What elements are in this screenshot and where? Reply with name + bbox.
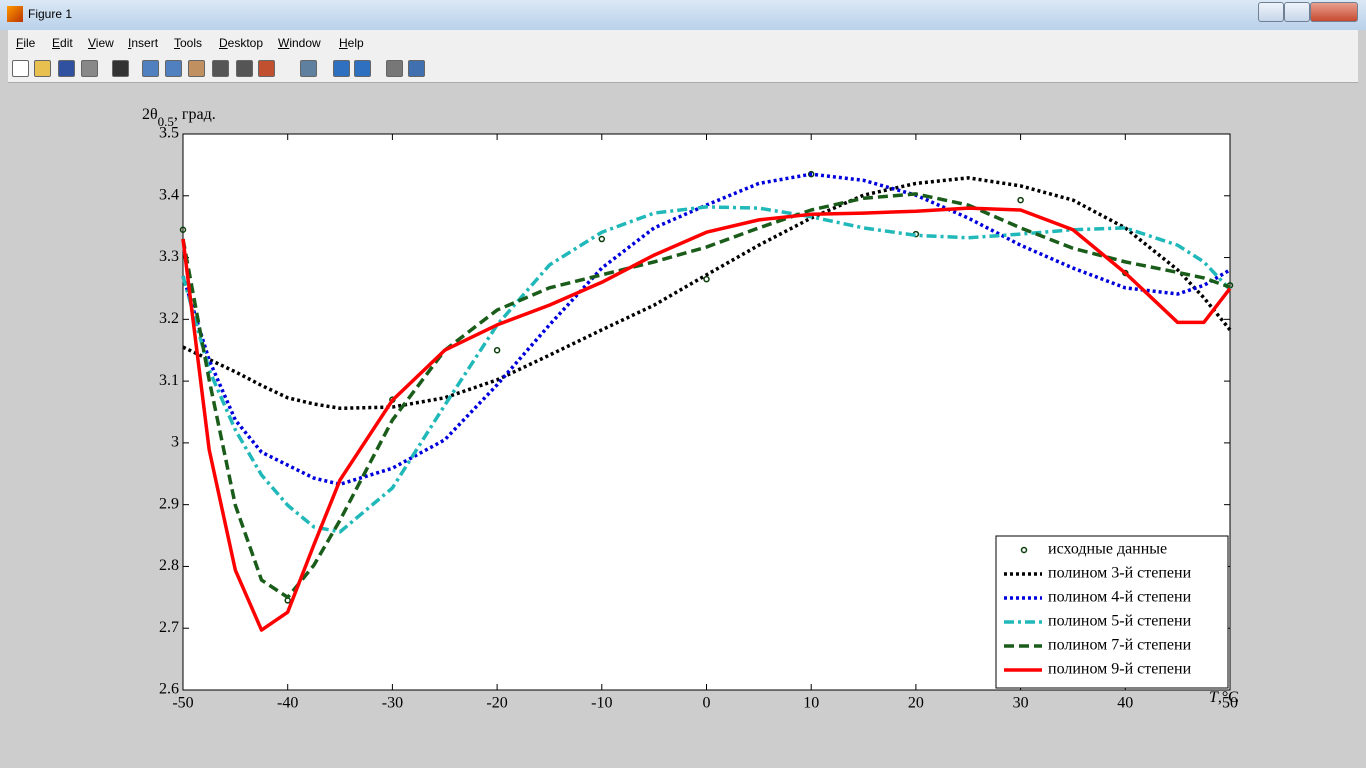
y-axis-label: 2θ0.5, град. [142, 106, 216, 129]
toolbar-button[interactable] [34, 60, 51, 77]
data-point [807, 170, 815, 178]
y-tick-label: 3.4 [159, 186, 179, 203]
menu-item[interactable]: Window [278, 36, 321, 50]
x-tick-label: 40 [1117, 695, 1133, 712]
window-title: Figure 1 [28, 7, 73, 21]
toolbar [8, 55, 1358, 83]
toolbar-button[interactable] [81, 60, 98, 77]
x-label-part: T [1209, 689, 1219, 706]
toolbar-button[interactable] [12, 60, 29, 77]
legend-label: полином 9-й степени [1048, 661, 1192, 678]
curve [181, 172, 1231, 487]
y-tick-label: 2.9 [159, 495, 179, 512]
menu-item[interactable]: Help [339, 36, 364, 50]
toolbar-button[interactable] [188, 60, 205, 77]
data-point [598, 235, 606, 243]
toolbar-button[interactable] [258, 60, 275, 77]
toolbar-button[interactable] [112, 60, 129, 77]
x-tick-label: 30 [1013, 695, 1029, 712]
toolbar-button[interactable] [408, 60, 425, 77]
y-tick-label: 3.2 [159, 310, 179, 327]
app-icon [7, 6, 23, 22]
menu-item[interactable]: Insert [128, 36, 159, 50]
y-label-part: 0.5 [158, 114, 174, 129]
y-tick-label: 3 [171, 434, 179, 451]
toolbar-button[interactable] [142, 60, 159, 77]
menu-item[interactable]: File [16, 36, 36, 50]
curve [181, 205, 1232, 534]
x-tick-label: 20 [908, 695, 924, 712]
toolbar-button[interactable] [165, 60, 182, 77]
menu-bar: File Edit View Insert Tools Desktop Window Help [8, 30, 1358, 55]
menu-item[interactable]: Edit [52, 36, 73, 50]
y-tick-label: 2.8 [159, 557, 179, 574]
x-tick-label: -30 [382, 695, 403, 712]
legend-marker [1020, 546, 1028, 554]
x-axis-label: T,°C [1209, 689, 1239, 706]
x-tick-label: -20 [486, 695, 507, 712]
chart: 2.6 2.7 2.8 2.9 3 3.1 3.2 3.3 3.4 3.5 -50 -40 -30 -20… [142, 106, 1239, 712]
close-button[interactable] [1310, 2, 1358, 22]
legend-label: исходные данные [1048, 541, 1167, 558]
y-label-part: 2θ [142, 106, 158, 123]
toolbar-button[interactable] [236, 60, 253, 77]
y-tick-label: 2.6 [159, 681, 179, 698]
legend-label: полином 7-й степени [1048, 637, 1192, 654]
x-tick-label: 50 [1222, 695, 1238, 712]
data-point [1017, 196, 1024, 204]
legend-label: полином 3-й степени [1048, 565, 1192, 582]
toolbar-button[interactable] [333, 60, 350, 77]
toolbar-button[interactable] [300, 60, 317, 77]
y-tick-label: 2.7 [159, 619, 179, 636]
x-tick-label: 0 [703, 695, 711, 712]
legend-box [995, 535, 1229, 689]
curve [182, 176, 1232, 411]
data-point [493, 346, 501, 354]
curve [181, 206, 1232, 632]
x-tick-label: -10 [591, 695, 612, 712]
title-bar: Figure 1 [0, 0, 1366, 30]
toolbar-button[interactable] [354, 60, 371, 77]
legend-label: полином 4-й степени [1048, 589, 1192, 606]
x-tick-label: 10 [803, 695, 819, 712]
legend-label: полином 5-й степени [1048, 613, 1192, 630]
y-label-part: , град. [174, 106, 216, 123]
curve [181, 192, 1231, 600]
data-point [179, 226, 187, 234]
y-tick-label: 3.1 [159, 372, 179, 389]
menu-item[interactable]: Tools [174, 36, 203, 50]
toolbar-button[interactable] [58, 60, 75, 77]
x-tick-label: -50 [172, 695, 193, 712]
toolbar-button[interactable] [212, 60, 229, 77]
menu-item[interactable]: View [88, 36, 114, 50]
menu-item[interactable]: Desktop [219, 36, 264, 50]
x-label-part: ,°C [1218, 689, 1239, 706]
toolbar-button[interactable] [386, 60, 403, 77]
y-tick-label: 3.5 [159, 125, 179, 142]
minimize-button[interactable] [1258, 2, 1284, 22]
y-tick-label: 3.3 [159, 248, 179, 265]
maximize-button[interactable] [1284, 2, 1310, 22]
x-tick-label: -40 [277, 695, 298, 712]
